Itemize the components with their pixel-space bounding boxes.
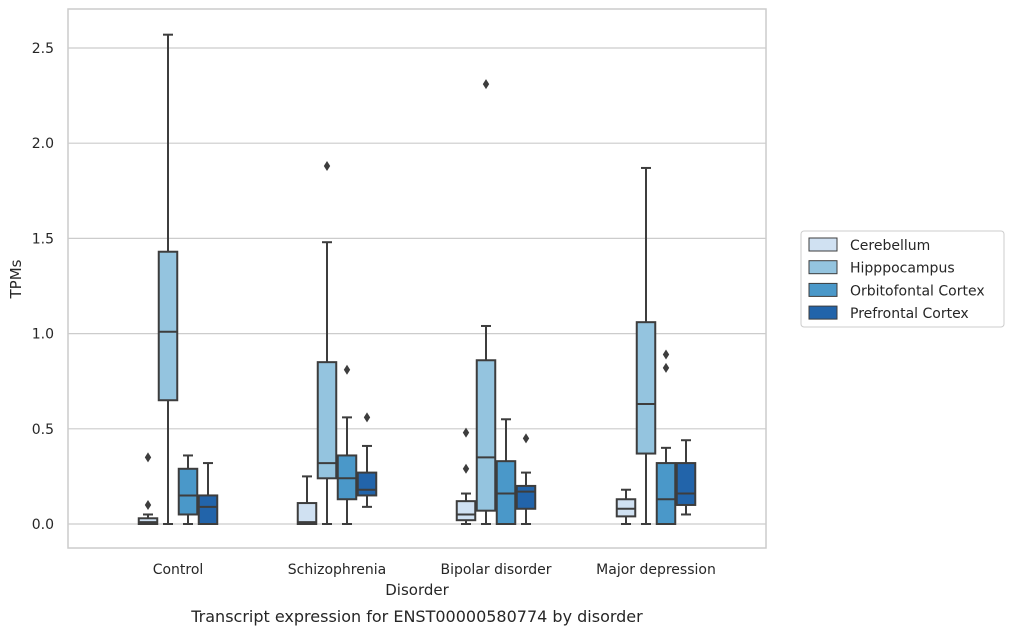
box-orbitofontal-cortex [336,364,358,525]
box-rect [455,500,477,522]
outlier-marker [662,362,670,373]
box-prefrontal-cortex [675,439,697,516]
box-orbitofontal-cortex [177,454,199,525]
box-cerebellum [296,475,318,525]
legend-item: Prefrontal Cortex [808,305,969,322]
box-rect [316,361,338,480]
legend-label: Hipppocampus [850,261,955,277]
box-rect [157,250,179,402]
box-rect [675,462,697,506]
box-rect [475,359,497,512]
outlier-marker [462,427,470,438]
x-axis-title: Disorder [385,581,449,599]
y-tick-label: 2.5 [32,41,54,57]
box-rect [515,484,537,510]
legend-swatch [808,237,838,252]
y-tick-label: 0.0 [32,517,54,533]
outlier-marker [363,412,371,423]
y-axis-ticks: 0.0 0.5 1.0 1.5 2.0 2.5 [32,41,54,533]
legend-item: Cerebellum [808,237,930,254]
x-tick-label: Major depression [596,562,716,578]
box-rect [635,321,657,455]
legend-label: Prefrontal Cortex [850,306,969,322]
legend-swatch [808,305,838,320]
box-hipppocampus [635,166,657,525]
box-cerebellum [615,488,637,525]
box-rect [197,494,219,526]
box-hipppocampus [157,33,179,525]
legend-swatch [808,260,838,275]
x-tick-label: Bipolar disorder [440,562,551,578]
y-tick-label: 2.0 [32,136,54,152]
legend: Cerebellum Hipppocampus Orbitofontal Corte… [800,230,1005,328]
box-series [137,33,697,526]
outlier-marker [482,79,490,90]
y-axis-title: TPMs [7,259,25,299]
x-tick-label: Schizophrenia [288,562,386,578]
box-rect [655,462,677,525]
plot-area-frame [67,8,767,549]
legend-label: Cerebellum [850,238,930,254]
outlier-marker [144,499,152,510]
box-prefrontal-cortex [356,412,378,508]
legend-swatch [808,282,838,297]
x-tick-label: Control [153,562,204,578]
outlier-marker [144,452,152,463]
legend-item: Hipppocampus [808,260,955,277]
box-cerebellum [455,427,477,525]
box-rect [356,471,378,497]
outlier-marker [462,463,470,474]
box-rect [177,467,199,516]
box-prefrontal-cortex [515,433,537,525]
outlier-marker [343,364,351,375]
y-tick-label: 1.5 [32,231,54,247]
box-orbitofontal-cortex [655,349,677,525]
outlier-marker [323,161,331,172]
legend-label: Orbitofontal Cortex [850,283,985,299]
box-hipppocampus [316,161,338,525]
box-orbitofontal-cortex [495,418,517,525]
box-cerebellum [137,452,159,526]
legend-frame [800,230,1005,328]
box-rect [296,502,318,525]
y-tick-label: 0.5 [32,422,54,438]
chart-caption: Transcript expression for ENST0000058077… [190,607,643,626]
legend-item: Orbitofontal Cortex [808,282,985,299]
outlier-marker [662,349,670,360]
y-tick-label: 1.0 [32,327,54,343]
x-axis-ticks: Control Schizophrenia Bipolar disorder Majo… [153,562,716,578]
outlier-marker [522,433,530,444]
box-hipppocampus [475,79,497,525]
box-prefrontal-cortex [197,462,219,526]
